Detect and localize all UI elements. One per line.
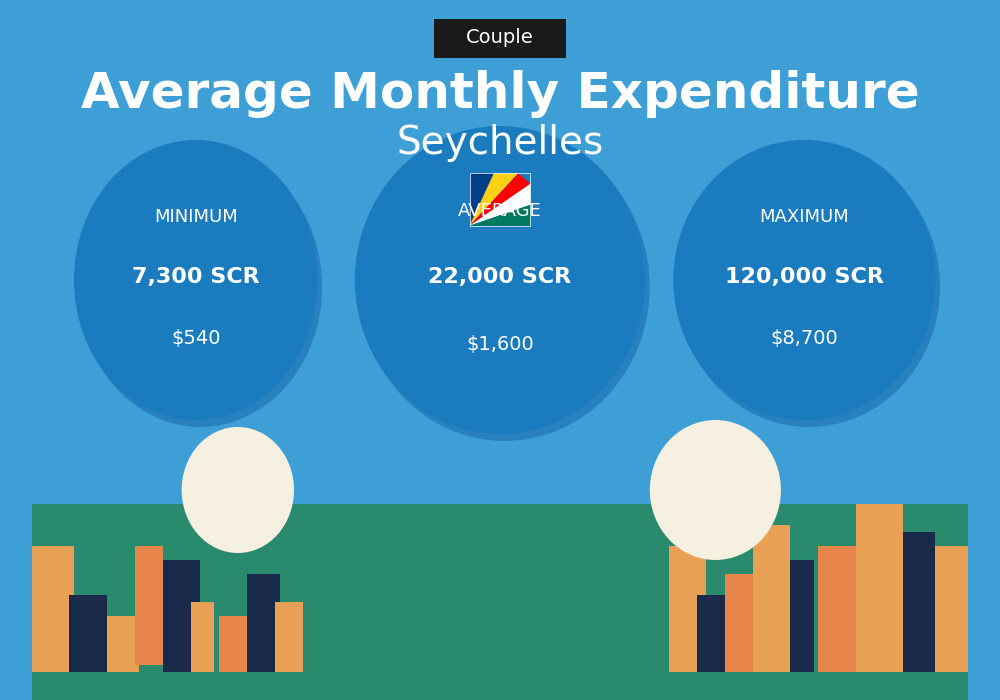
Text: Couple: Couple [466,27,534,47]
Ellipse shape [650,420,781,560]
Bar [790,560,814,700]
Text: $1,600: $1,600 [466,335,534,354]
Text: Seychelles: Seychelles [396,125,604,162]
Ellipse shape [360,133,650,441]
Bar [163,560,200,700]
Bar [32,546,74,700]
Bar [669,546,706,700]
Bar [219,616,247,700]
Bar [753,525,790,700]
Text: 7,300 SCR: 7,300 SCR [132,267,259,287]
Ellipse shape [355,126,645,434]
Bar [697,595,729,700]
Bar [69,595,107,700]
Text: MAXIMUM: MAXIMUM [759,208,849,226]
Bar [191,602,214,700]
Bar [275,602,303,700]
Ellipse shape [673,140,935,420]
Ellipse shape [79,147,322,427]
Bar [818,546,856,700]
Bar [247,574,280,700]
Ellipse shape [182,427,294,553]
Polygon shape [470,174,494,225]
Ellipse shape [74,140,317,420]
Text: $540: $540 [171,329,220,349]
Text: 22,000 SCR: 22,000 SCR [428,267,572,287]
Polygon shape [470,174,530,225]
Text: 120,000 SCR: 120,000 SCR [725,267,884,287]
Bar [470,174,530,225]
Bar [107,616,139,700]
Bar [725,574,753,700]
Text: AVERAGE: AVERAGE [458,202,542,220]
FancyBboxPatch shape [434,19,566,58]
Ellipse shape [678,147,940,427]
Polygon shape [470,174,518,225]
Bar [903,532,935,700]
Bar [856,504,903,700]
Text: MINIMUM: MINIMUM [154,208,238,226]
Bar [32,672,968,700]
Bar [935,546,968,700]
Bar [32,504,968,700]
Bar [135,546,163,665]
Text: $8,700: $8,700 [770,329,838,349]
Polygon shape [470,183,530,225]
Text: Average Monthly Expenditure: Average Monthly Expenditure [81,71,919,118]
Polygon shape [470,205,530,225]
